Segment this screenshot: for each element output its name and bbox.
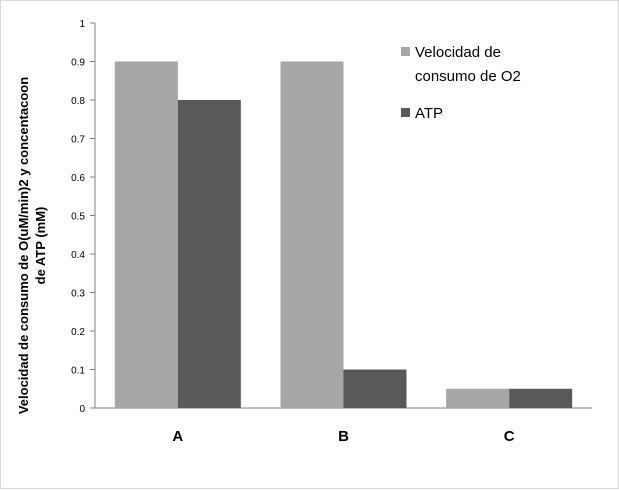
y-tick-label: 0.3 (71, 289, 85, 300)
legend-swatch-series-2 (401, 108, 410, 117)
bar-a-series-1 (114, 61, 178, 408)
x-category-label: B (338, 428, 349, 445)
y-tick-label: 0.2 (71, 327, 85, 338)
bar-c-series-2 (509, 388, 573, 408)
y-axis-title-line: Velocidad de consumo de O(uM/min)2 y con… (16, 77, 31, 414)
y-tick-label: 0.4 (71, 250, 85, 261)
y-axis-title-line: de ATP (mM) (33, 207, 48, 285)
legend-swatch-series-1 (401, 47, 410, 56)
bar-b-series-1 (280, 61, 344, 408)
y-tick-label: 1 (79, 19, 85, 30)
bar-c-series-1 (446, 388, 510, 408)
y-tick-label: 0 (79, 404, 85, 415)
x-category-label: A (172, 428, 183, 445)
y-axis-title: Velocidad de consumo de O(uM/min)2 y con… (16, 77, 48, 414)
bar-b-series-2 (343, 369, 407, 408)
y-tick-label: 0.9 (71, 58, 85, 69)
legend-label-series-1: Velocidad de (415, 44, 501, 61)
bar-a-series-2 (177, 100, 241, 408)
x-category-label: C (504, 428, 515, 445)
y-tick-label: 0.5 (71, 212, 85, 223)
legend-label-series-2: ATP (415, 105, 443, 122)
y-tick-label: 0.1 (71, 366, 85, 377)
y-tick-label: 0.7 (71, 135, 85, 146)
y-tick-label: 0.8 (71, 96, 85, 107)
legend-label-series-1: consumo de O2 (415, 68, 521, 85)
y-tick-label: 0.6 (71, 173, 85, 184)
